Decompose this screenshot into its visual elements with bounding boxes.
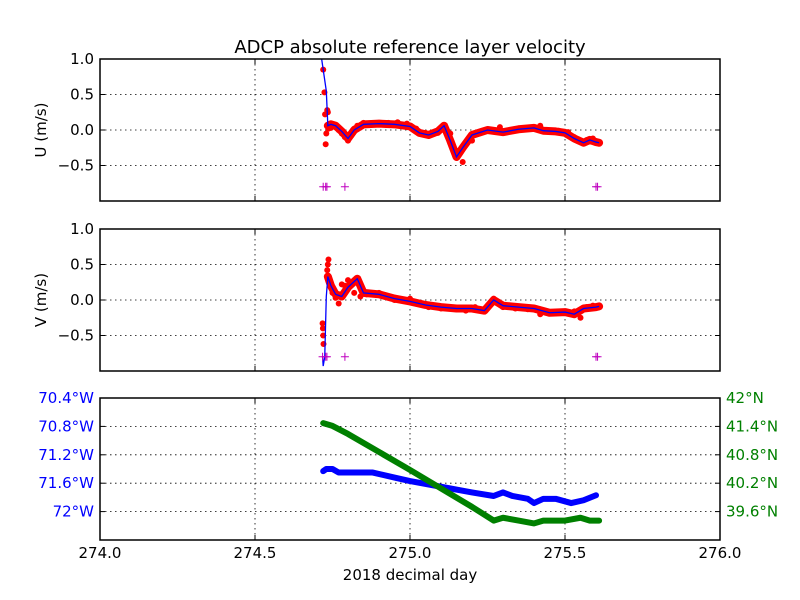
longitude-tick-label: 72°W bbox=[53, 503, 95, 521]
v-velocity-panel: 1.0 0.5 0.0 −0.5 V (m/s) bbox=[32, 220, 721, 372]
longitude-tick-label: 70.4°W bbox=[38, 389, 94, 407]
longitude-tick-label: 70.8°W bbox=[38, 417, 94, 435]
x-tick-label: 275.0 bbox=[389, 544, 432, 562]
smoothed-velocity-line bbox=[321, 276, 600, 367]
raw-velocity-point bbox=[335, 300, 342, 307]
raw-velocity-band bbox=[323, 119, 604, 161]
x-tick-label: 275.5 bbox=[544, 544, 587, 562]
raw-velocity-point bbox=[324, 261, 331, 268]
flag-marker bbox=[593, 352, 602, 361]
latitude-tick-label: 40.8°N bbox=[726, 446, 778, 464]
x-tick-label: 274.0 bbox=[79, 544, 122, 562]
raw-velocity-point bbox=[351, 289, 358, 296]
u-velocity-panel: 1.0 0.5 0.0 −0.5 U (m/s) bbox=[32, 50, 721, 202]
flag-marker bbox=[340, 182, 349, 191]
raw-velocity-point bbox=[325, 256, 332, 263]
position-plot-frame bbox=[99, 397, 721, 541]
longitude-tick-label: 71.2°W bbox=[38, 446, 94, 464]
y-tick-label: −0.5 bbox=[58, 157, 94, 175]
longitude-tick-label: 71.6°W bbox=[38, 474, 94, 492]
position-panel: 70.4°W 70.8°W 71.2°W 71.6°W 72°W 42°N 41.4°N 4… bbox=[38, 389, 778, 584]
raw-velocity-point bbox=[319, 325, 326, 332]
y-tick-label: 1.0 bbox=[70, 50, 94, 68]
latitude-tick-label: 41.4°N bbox=[726, 417, 778, 435]
y-tick-label: 0.0 bbox=[70, 121, 94, 139]
raw-velocity-point bbox=[319, 320, 326, 327]
x-axis-label: 2018 decimal day bbox=[343, 566, 478, 584]
raw-velocity-point bbox=[324, 267, 331, 274]
y-tick-label: −0.5 bbox=[58, 327, 94, 345]
latitude-tick-label: 42°N bbox=[726, 389, 764, 407]
u-y-axis-label: U (m/s) bbox=[32, 103, 50, 158]
flag-marker bbox=[322, 182, 331, 191]
flag-marker bbox=[593, 182, 602, 191]
y-tick-label: 0.0 bbox=[70, 291, 94, 309]
latitude-track-line bbox=[320, 420, 603, 527]
y-tick-label: 0.5 bbox=[70, 86, 94, 104]
y-tick-label: 1.0 bbox=[70, 220, 94, 238]
raw-velocity-point bbox=[577, 314, 584, 321]
v-plot-frame bbox=[99, 228, 721, 372]
raw-velocity-point bbox=[459, 158, 466, 165]
longitude-track-line bbox=[320, 466, 599, 507]
y-tick-label: 0.5 bbox=[70, 256, 94, 274]
raw-velocity-point bbox=[323, 130, 330, 137]
x-tick-label: 274.5 bbox=[234, 544, 277, 562]
x-tick-label: 276.0 bbox=[699, 544, 742, 562]
latitude-tick-label: 39.6°N bbox=[726, 503, 778, 521]
raw-velocity-point bbox=[322, 141, 329, 148]
latitude-tick-label: 40.2°N bbox=[726, 474, 778, 492]
v-y-axis-label: V (m/s) bbox=[32, 273, 50, 327]
smoothed-velocity-line bbox=[321, 58, 600, 159]
flag-marker bbox=[322, 352, 331, 361]
chart-title: ADCP absolute reference layer velocity bbox=[234, 37, 586, 58]
flag-marker bbox=[340, 352, 349, 361]
u-plot-frame bbox=[99, 58, 721, 202]
